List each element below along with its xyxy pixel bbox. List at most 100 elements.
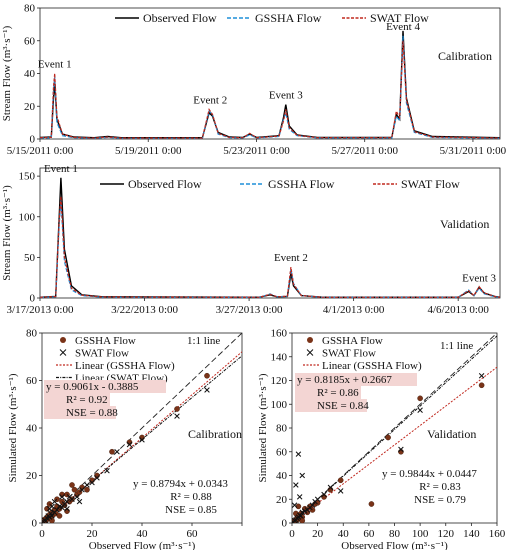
- swat-point: [292, 502, 298, 508]
- legend: Observed Flow GSSHA Flow SWAT Flow: [115, 11, 429, 25]
- swat-point-stroke: [126, 441, 133, 448]
- swat-point-stroke: [174, 413, 180, 419]
- event-label: Event 3: [269, 90, 303, 102]
- fit-r2: R² = 0.92: [66, 394, 108, 406]
- y-axis-label: Stream Flow (m³·s⁻¹): [1, 185, 13, 281]
- event-label: Event 1: [38, 59, 72, 71]
- swat-point-stroke: [51, 498, 58, 505]
- y-tick-label: 0: [30, 134, 36, 146]
- swat-point-stroke: [94, 475, 100, 481]
- x-tick-label: 5/31/2011 0:00: [440, 145, 506, 157]
- gssha-point: [174, 406, 180, 412]
- annotation-highlight: [295, 386, 361, 399]
- swat-point-stroke: [337, 488, 344, 494]
- y-tick-label: 60: [24, 35, 36, 47]
- gssha-point: [56, 513, 63, 519]
- swat-point-stroke: [417, 407, 423, 413]
- y-tick-label: 60: [276, 446, 288, 458]
- y-tick-label: 20: [276, 494, 288, 506]
- fit-nse: NSE = 0.88: [66, 407, 118, 419]
- swat-point-stroke: [66, 494, 73, 500]
- swat-point-stroke: [89, 479, 95, 486]
- fit-r2: R² = 0.83: [419, 481, 461, 493]
- x-tick-label: 80: [389, 528, 401, 540]
- y-tick-label: 20: [26, 470, 38, 482]
- swat-point: [59, 494, 65, 500]
- swat-point-stroke: [84, 482, 90, 488]
- swat-point: [54, 507, 60, 513]
- swat-point: [327, 484, 334, 491]
- swat-point: [51, 498, 58, 505]
- swat-point: [59, 504, 65, 511]
- gssha-point: [417, 395, 423, 402]
- swat-point-stroke: [69, 496, 75, 503]
- annotation-highlight: [295, 373, 417, 386]
- series-line-swat-flow: [39, 196, 501, 298]
- legend-entry: Observed Flow: [143, 11, 217, 25]
- swat-point: [114, 448, 120, 455]
- gssha-point: [71, 486, 78, 493]
- swat-point-stroke: [74, 494, 80, 500]
- swat-point-stroke: [79, 486, 85, 493]
- swat-point: [204, 387, 210, 393]
- event-label: Event 1: [44, 163, 78, 175]
- plot-area: [292, 333, 497, 523]
- plot-frame: [39, 167, 501, 299]
- swat-point: [84, 482, 90, 488]
- swat-point-stroke: [299, 472, 306, 479]
- swat-point-stroke: [292, 502, 298, 508]
- swat-point-stroke: [295, 451, 302, 457]
- swat-point-stroke: [114, 448, 120, 455]
- x-tick-label: 60: [187, 528, 199, 540]
- x-tick-label: 5/15/2011 0:00: [7, 145, 74, 157]
- x-axis-label: Observed Flow (m³·s⁻¹): [89, 540, 196, 550]
- swat-point: [299, 472, 306, 479]
- swat-point: [64, 505, 70, 512]
- y-tick-label: 60: [26, 375, 38, 387]
- legend-entry: SWAT Flow: [322, 348, 376, 360]
- swat-point-stroke: [139, 437, 145, 443]
- swat-point: [314, 496, 321, 503]
- x-tick-label: 5/19/2011 0:00: [115, 145, 182, 157]
- event-label: Event 2: [193, 95, 227, 107]
- swat-point: [417, 407, 423, 413]
- x-axis-label: Observed Flow (m³·s⁻¹): [341, 540, 448, 550]
- swat-point-stroke: [54, 507, 60, 513]
- y-tick-label: 80: [26, 328, 38, 340]
- gssha-point: [109, 448, 115, 455]
- y-tick-label: 100: [19, 211, 36, 223]
- hydrograph-panel-0: 0 20 40 60 80 5/15/2011 0:00 5/19/2011 0:00 5/2…: [1, 3, 506, 158]
- y-tick-label: 20: [24, 101, 36, 113]
- swat-point-stroke: [104, 467, 110, 474]
- x-tick-label: 0: [289, 528, 295, 540]
- fit-nse: NSE = 0.79: [414, 494, 466, 506]
- x-tick-label: 100: [412, 528, 429, 540]
- series-line-observed-flow: [39, 177, 501, 298]
- swat-point-stroke: [398, 446, 404, 453]
- fit-r2: R² = 0.86: [317, 387, 359, 399]
- swat-point-stroke: [56, 503, 63, 510]
- swat-point: [69, 496, 75, 503]
- y-tick-label: 40: [276, 470, 288, 482]
- swat-point: [64, 498, 70, 505]
- y-tick-label: 150: [19, 171, 36, 183]
- legend-entry: SWAT Flow: [401, 177, 460, 191]
- series-line-swat-flow: [39, 40, 501, 139]
- swat-point-stroke: [314, 496, 321, 503]
- fit-equation: y = 0.8794x + 0.0343: [133, 478, 228, 490]
- swat-point: [139, 437, 145, 443]
- swat-point-stroke: [64, 505, 70, 512]
- y-tick-label: 100: [271, 399, 288, 411]
- legend-swatch: [59, 349, 67, 356]
- swat-point: [126, 441, 133, 448]
- gssha-point: [314, 500, 321, 506]
- fit-equation: y = 0.8185x + 0.2667: [297, 374, 392, 386]
- swat-point-stroke: [49, 503, 55, 510]
- swat-point-stroke: [309, 502, 316, 508]
- gssha-point: [204, 372, 210, 379]
